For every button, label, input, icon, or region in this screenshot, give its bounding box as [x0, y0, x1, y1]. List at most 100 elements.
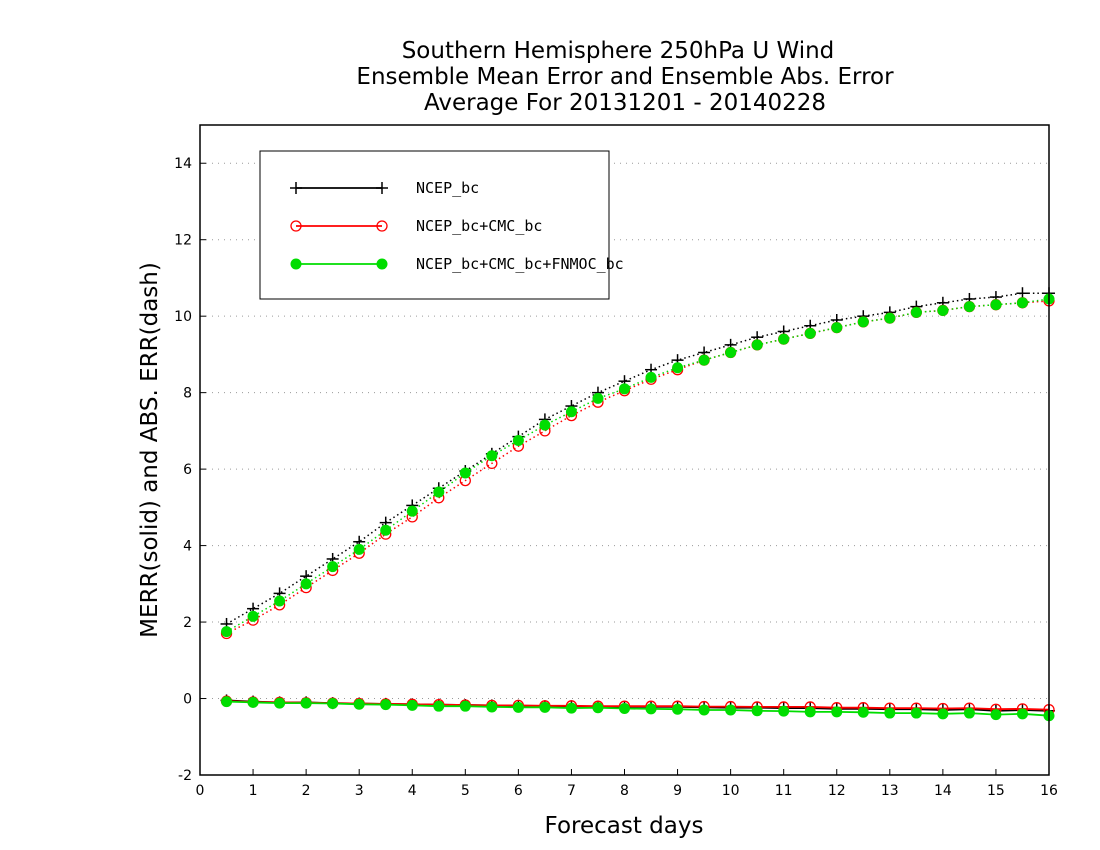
abs-err-point — [247, 610, 259, 622]
x-tick-label: 3 — [355, 783, 364, 799]
y-tick-label: 0 — [183, 692, 192, 708]
x-tick-label: 16 — [1040, 783, 1058, 799]
abs-err-point — [619, 383, 630, 395]
y-tick-label: 6 — [183, 462, 192, 478]
abs-err-point — [353, 543, 365, 555]
mean-err-point — [221, 696, 233, 708]
abs-err-line — [226, 300, 1050, 635]
mean-err-point — [247, 696, 259, 708]
abs-err-point — [910, 306, 922, 318]
mean-err-point — [857, 706, 869, 718]
abs-err-point — [672, 362, 684, 374]
abs-err-point — [300, 578, 312, 590]
mean-err-point — [433, 700, 445, 712]
x-axis-title: Forecast days — [545, 813, 704, 839]
mean-err-point — [725, 704, 737, 716]
abs-err-point — [725, 347, 737, 358]
x-tick-label: 12 — [828, 783, 846, 799]
x-tick-label: 5 — [461, 783, 470, 799]
x-tick-label: 0 — [196, 783, 205, 799]
mean-err-point — [619, 702, 630, 714]
x-tick-label: 7 — [567, 783, 576, 799]
abs-err-point — [751, 339, 763, 351]
x-tick-label: 8 — [620, 783, 629, 799]
abs-err-point — [406, 505, 418, 517]
mean-err-point — [565, 702, 577, 714]
x-tick-label: 6 — [514, 783, 523, 799]
abs-err-point — [380, 524, 392, 536]
abs-err-point — [433, 486, 445, 498]
legend-box — [259, 150, 610, 300]
series-2 — [221, 293, 1055, 722]
legend-marker — [376, 220, 388, 232]
legend-label: NCEP_bc+CMC_bc+FNMOC_bc — [416, 255, 624, 273]
y-axis-title: MERR(solid) and ABS. ERR(dash) — [137, 262, 163, 638]
abs-err-point — [990, 299, 1002, 311]
chart-title-line-3: Average For 20131201 - 20140228 — [424, 90, 826, 116]
mean-err-point — [672, 703, 684, 715]
abs-err-line — [226, 298, 1050, 633]
mean-err-point — [1016, 708, 1028, 720]
mean-err-point — [486, 701, 498, 713]
x-tick-label: 13 — [881, 783, 899, 799]
abs-err-point — [221, 626, 233, 638]
chart-title-line-2: Ensemble Mean Error and Ensemble Abs. Er… — [356, 64, 894, 90]
mean-err-point — [406, 699, 418, 711]
legend-marker — [376, 182, 388, 194]
y-tick-label: 12 — [174, 233, 192, 249]
abs-err-line — [226, 292, 1049, 625]
mean-err-point — [300, 697, 312, 709]
mean-err-point — [963, 707, 975, 719]
legend-marker — [290, 220, 302, 232]
y-tick-label: -2 — [178, 768, 192, 784]
mean-err-point — [910, 707, 922, 719]
mean-err-point — [937, 708, 949, 720]
legend: NCEP_bc NCEP_bc+CMC_bc NCEP_bc+CMC_bc+FNMO… — [259, 150, 624, 300]
abs-err-point — [963, 301, 975, 313]
plot-frame — [199, 124, 1050, 776]
legend-label: NCEP_bc+CMC_bc — [416, 217, 542, 235]
mean-err-point — [274, 697, 286, 709]
x-tick-label: 14 — [934, 783, 952, 799]
chart-title: Southern Hemisphere 250hPa U Wind Ensemb… — [356, 38, 894, 116]
mean-err-point — [778, 705, 790, 717]
abs-err-point — [937, 304, 949, 316]
legend-label: NCEP_bc — [416, 179, 479, 197]
abs-err-point — [539, 419, 551, 431]
y-tick-label: 10 — [174, 309, 192, 325]
abs-err-point — [778, 333, 790, 345]
legend-marker — [290, 258, 302, 270]
x-tick-label: 9 — [673, 783, 682, 799]
y-tick-label: 8 — [183, 386, 192, 402]
x-tick-label: 11 — [775, 783, 793, 799]
abs-err-point — [565, 406, 577, 418]
abs-err-point — [459, 467, 471, 479]
mean-err-point — [804, 706, 816, 718]
mean-err-point — [539, 701, 551, 713]
legend-marker — [376, 258, 388, 270]
mean-err-point — [353, 698, 365, 710]
x-tick-label: 2 — [302, 783, 311, 799]
legend-marker — [290, 182, 302, 194]
abs-err-point — [804, 327, 816, 339]
abs-err-point — [592, 392, 604, 404]
mean-err-point — [990, 709, 1002, 721]
series-0 — [220, 287, 1055, 717]
abs-err-point — [1016, 297, 1028, 309]
mean-err-point — [831, 706, 843, 718]
mean-err-point — [512, 701, 524, 713]
mean-err-point — [327, 698, 339, 709]
abs-err-point — [884, 312, 896, 324]
x-tick-label: 4 — [408, 783, 417, 799]
series — [220, 287, 1055, 722]
abs-err-point — [831, 322, 843, 334]
x-tick-label: 1 — [249, 783, 258, 799]
mean-err-point — [380, 699, 392, 711]
y-tick-label: 2 — [183, 615, 192, 631]
mean-err-point — [459, 700, 471, 712]
abs-err-point — [512, 434, 524, 446]
series-1 — [220, 295, 1055, 716]
x-tick-label: 15 — [987, 783, 1005, 799]
